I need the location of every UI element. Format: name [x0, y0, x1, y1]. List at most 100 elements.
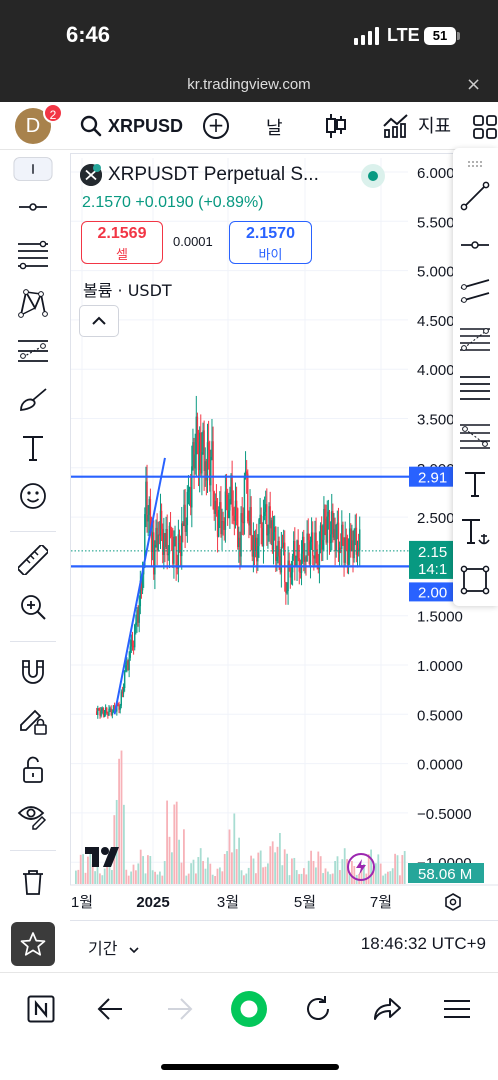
candle-body — [323, 508, 325, 540]
candle-body — [244, 471, 247, 477]
forward-button[interactable] — [158, 987, 202, 1031]
green-dot-icon — [231, 991, 267, 1027]
volume-bar — [180, 862, 183, 884]
candle-body — [338, 547, 341, 553]
horizontal-line-favorite-button[interactable] — [455, 225, 495, 265]
horizontal-ray-icon — [19, 203, 47, 211]
volume-bar — [339, 870, 341, 884]
rectangle-favorite-button[interactable] — [455, 560, 495, 600]
naver-home-button[interactable] — [19, 987, 63, 1031]
zoom-in-tool-button[interactable] — [13, 587, 53, 627]
url-text[interactable]: kr.tradingview.com — [187, 76, 311, 93]
volume-bar — [190, 863, 192, 884]
drag-handle-icon[interactable] — [467, 152, 483, 167]
trend-line-tool-button[interactable] — [13, 187, 53, 227]
forecast-tool-button[interactable] — [13, 331, 53, 371]
parallel-channel-favorite-button[interactable] — [455, 270, 495, 310]
horizontal-lines-favorite-button[interactable] — [455, 368, 495, 408]
symbol-search-button[interactable]: XRPUSD — [80, 112, 183, 140]
brush-tool-button[interactable] — [13, 380, 53, 420]
cursor-tool-button[interactable] — [13, 154, 53, 184]
candle-body — [150, 531, 153, 552]
price-tick-label: 0.5000 — [417, 707, 463, 724]
volume-bar — [343, 848, 346, 884]
volume-badge-label: 58.06 M — [418, 866, 472, 883]
volume-bar — [295, 870, 298, 884]
layout-button[interactable] — [472, 114, 498, 144]
compare-symbol-button[interactable]: + — [203, 113, 229, 139]
volume-bar — [243, 875, 245, 884]
indicators-button[interactable]: 지표 — [382, 112, 451, 138]
sell-button[interactable]: 2.1569 셀 — [81, 221, 163, 264]
lock-drawings-tool-button[interactable] — [13, 701, 53, 741]
text-tool-button[interactable] — [13, 428, 53, 468]
candle-body — [155, 527, 157, 545]
volume-bar — [310, 850, 312, 884]
back-button[interactable] — [88, 987, 132, 1031]
volume-bar — [223, 854, 226, 884]
candle-body — [327, 511, 330, 517]
chart-type-button[interactable] — [325, 112, 347, 144]
date-range-button[interactable]: 기간 — [88, 935, 140, 959]
reload-button[interactable] — [296, 987, 340, 1031]
remove-drawings-button[interactable] — [13, 862, 53, 902]
pattern-tool-button[interactable] — [13, 283, 53, 323]
candle-body — [173, 545, 175, 564]
magnet-tool-button[interactable] — [13, 652, 53, 692]
url-bar[interactable]: kr.tradingview.com × — [0, 72, 498, 102]
volume-bar — [331, 873, 334, 884]
candle-body — [316, 549, 318, 568]
browser-toolbar — [0, 972, 498, 1080]
favorites-button[interactable] — [11, 922, 55, 966]
candle-body — [342, 524, 344, 546]
fib-channel-favorite-button[interactable] — [455, 320, 495, 360]
candle-body — [135, 622, 137, 625]
hide-drawings-tool-button[interactable] — [13, 797, 53, 837]
candle-body — [123, 671, 126, 689]
candle-body — [258, 519, 260, 547]
anchored-text-favorite-button[interactable] — [455, 512, 495, 552]
chart-pane[interactable] — [70, 153, 498, 885]
candle-body — [238, 537, 240, 548]
axis-settings-icon[interactable] — [445, 893, 461, 911]
candle-body — [174, 536, 176, 546]
candle-body — [183, 504, 185, 526]
symbol-legend[interactable]: XRPUSDT Perpetual S... — [80, 164, 319, 186]
candle-body — [313, 555, 315, 559]
timezone-clock[interactable]: 18:46:32 UTC+9 — [360, 934, 486, 953]
ruler-icon — [18, 545, 48, 575]
menu-button[interactable] — [435, 987, 479, 1031]
candle-body — [109, 708, 111, 710]
candle-body — [280, 546, 283, 573]
toolbar-divider — [10, 641, 56, 642]
candle-body — [329, 534, 332, 544]
candle-body — [136, 610, 138, 623]
trend-line-favorite-button[interactable] — [455, 176, 495, 216]
lock-all-tool-button[interactable] — [13, 750, 53, 790]
volume-bar — [125, 869, 128, 884]
text-favorite-button[interactable] — [455, 464, 495, 504]
status-time: 6:46 — [66, 22, 111, 47]
green-dot-button[interactable] — [227, 987, 271, 1031]
market-status-icon[interactable] — [361, 164, 385, 188]
share-button[interactable] — [365, 987, 409, 1031]
pitchfork-favorite-button[interactable] — [455, 416, 495, 456]
fib-tool-button[interactable] — [13, 235, 53, 275]
volume-legend[interactable]: 볼륨 · USDT — [83, 281, 172, 300]
collapse-legend-button[interactable] — [79, 305, 119, 337]
interval-button[interactable]: 날 — [266, 118, 283, 139]
quick-actions-button[interactable] — [347, 853, 375, 881]
icon-tool-button[interactable] — [13, 476, 53, 516]
close-icon[interactable]: × — [466, 74, 482, 95]
measure-tool-button[interactable] — [13, 540, 53, 580]
volume-bar — [276, 846, 279, 884]
price-change: +0.0190 — [135, 194, 194, 211]
volume-bar — [211, 874, 214, 884]
date-range-label: 기간 — [88, 939, 118, 958]
buy-button[interactable]: 2.1570 바이 — [229, 221, 312, 264]
volume-bar — [192, 859, 195, 884]
tradingview-logo[interactable] — [85, 846, 125, 872]
volume-bar — [178, 839, 180, 884]
battery-icon: 51 — [424, 27, 456, 45]
